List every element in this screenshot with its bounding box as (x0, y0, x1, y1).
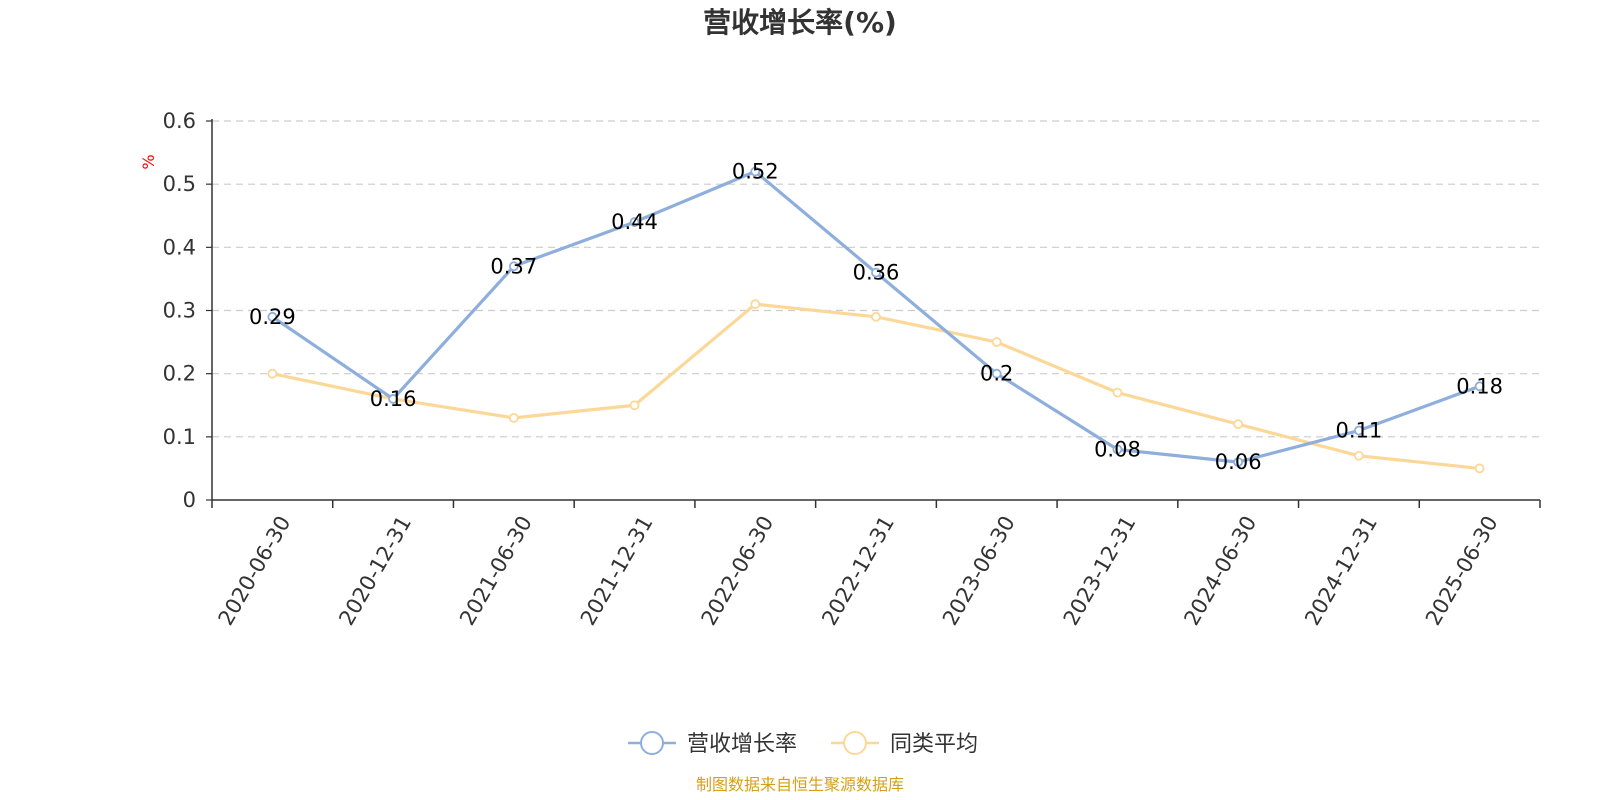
data-point[interactable] (508, 412, 519, 423)
data-point[interactable] (750, 166, 761, 177)
data-point[interactable] (1474, 381, 1485, 392)
x-tick-label: 2022-06-30 (697, 512, 779, 630)
data-labels: 0.29 0.16 0.37 0.44 0.52 0.36 0.2 0.08 0.06 0.11 0… (249, 160, 1503, 475)
data-label: 0.36 (853, 261, 900, 285)
y-tick-label: 0 (183, 488, 196, 512)
data-point[interactable] (1233, 419, 1244, 430)
y-tick-label: 0.6 (163, 109, 196, 133)
legend-item-1[interactable]: 营收增长率 (628, 731, 797, 757)
x-tick-label: 2020-06-30 (214, 512, 296, 630)
legend-marker (640, 731, 664, 755)
data-label: 0.2 (980, 362, 1013, 386)
data-point[interactable] (991, 368, 1002, 379)
x-tick-label: 2023-06-30 (938, 512, 1020, 630)
series-1 (267, 166, 1485, 468)
series-line (272, 302, 1480, 471)
data-label: 0.18 (1456, 374, 1503, 398)
x-tick-label: 2021-06-30 (455, 512, 537, 630)
x-tick-label: 2024-06-30 (1179, 512, 1261, 630)
data-point[interactable] (388, 394, 398, 404)
data-point[interactable] (1112, 444, 1123, 455)
data-label: 0.29 (249, 305, 296, 329)
grid-lines (212, 120, 1540, 438)
y-tick-label: 0.1 (163, 425, 196, 449)
data-source-note: 制图数据来自恒生聚源数据库 (696, 775, 904, 794)
data-point[interactable] (508, 261, 519, 272)
data-label: 0.11 (1336, 419, 1383, 443)
legend-label: 营收增长率 (687, 732, 797, 757)
data-label: 0.52 (732, 160, 779, 184)
data-label: 0.37 (490, 254, 537, 278)
chart-title: 营收增长率(%) (703, 6, 897, 39)
data-point[interactable] (1112, 387, 1123, 398)
data-point[interactable] (267, 368, 278, 379)
series-2 (267, 299, 1485, 474)
y-tick-label: 0.5 (163, 172, 196, 196)
data-point[interactable] (750, 299, 761, 310)
x-tick-label: 2024-12-31 (1300, 512, 1382, 630)
data-point[interactable] (629, 217, 640, 227)
data-label: 0.08 (1094, 437, 1141, 461)
y-axis-unit-label: % (139, 154, 158, 169)
y-tick-label: 0.4 (163, 235, 196, 259)
x-tick-label: 2025-06-30 (1421, 512, 1503, 630)
data-point[interactable] (1474, 463, 1485, 474)
legend-item-2[interactable]: 同类平均 (831, 731, 978, 757)
y-tick-label: 0.3 (163, 299, 196, 323)
data-point[interactable] (991, 337, 1002, 347)
data-point[interactable] (1354, 450, 1364, 461)
data-point[interactable] (1233, 457, 1244, 468)
x-tick-label: 2023-12-31 (1059, 512, 1141, 630)
legend-label: 同类平均 (890, 732, 978, 757)
data-point[interactable] (871, 311, 881, 322)
x-tick-label: 2020-12-31 (334, 512, 416, 630)
legend-marker (843, 731, 867, 755)
data-point[interactable] (1354, 425, 1364, 436)
y-tick-label: 0.2 (163, 362, 196, 386)
x-tick-label: 2021-12-31 (576, 512, 658, 630)
data-point[interactable] (267, 311, 278, 322)
data-label: 0.16 (370, 387, 417, 411)
data-point[interactable] (629, 400, 640, 411)
data-point[interactable] (871, 267, 881, 278)
x-tick-label: 2022-12-31 (817, 512, 899, 630)
axes: 0 0.1 0.2 0.3 0.4 0.5 0.6 2020-06-30 2020-12-31 2… (163, 109, 1541, 630)
data-label: 0.44 (611, 210, 658, 234)
series-lines (267, 166, 1485, 474)
data-label: 0.06 (1215, 450, 1262, 474)
legend[interactable]: 营收增长率 同类平均 (628, 731, 978, 757)
